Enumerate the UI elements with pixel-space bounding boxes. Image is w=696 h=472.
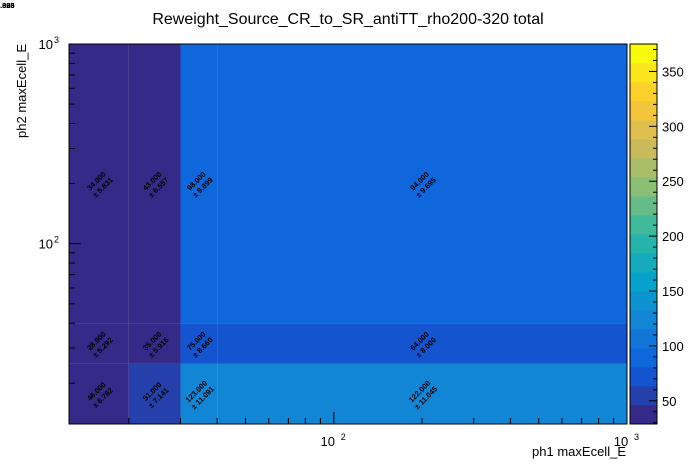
heatmap-cell (217, 363, 627, 424)
heatmap-cell (217, 44, 627, 324)
y-tick-label: 10 (39, 237, 53, 252)
y-axis-title: ph2 maxEcell_E (14, 44, 29, 138)
colorbar-level (630, 348, 657, 368)
cell-label: 375.000± 19.365 (0, 0, 15, 10)
colorbar-level (630, 63, 657, 83)
cell-error-label: ± 15.620 (0, 1, 15, 10)
heatmap-cell (128, 44, 181, 324)
colorbar-level (630, 196, 657, 216)
colorbar-level (630, 272, 657, 292)
cell-error-label: ± 19.365 (0, 1, 15, 10)
x-tick-exponent: 3 (634, 432, 639, 442)
colorbar-level (630, 253, 657, 273)
x-tick-label: 10 (321, 434, 335, 449)
heatmap-cell (180, 44, 218, 324)
heatmap-cell (69, 44, 129, 324)
colorbar-tick-label: 200 (662, 229, 684, 244)
colorbar-level (630, 291, 657, 311)
cell-label: 28.900± 5.292 (85, 330, 115, 360)
colorbar-tick-label: 300 (662, 119, 684, 134)
colorbar-tick-label: 350 (662, 64, 684, 79)
x-axis-title: ph1 maxEcell_E (532, 444, 626, 459)
colorbar-tick-label: 150 (662, 284, 684, 299)
colorbar-level (630, 177, 657, 197)
colorbar-level (630, 386, 657, 406)
colorbar-level (630, 310, 657, 330)
heatmap-cell (128, 363, 181, 424)
heatmap-cell (180, 323, 218, 364)
colorbar-level (630, 367, 657, 387)
colorbar-level (630, 139, 657, 159)
colorbar-level (630, 405, 657, 425)
colorbar-level (630, 158, 657, 178)
cell-value-label: 226.000 (0, 0, 14, 1)
colorbar-level (630, 44, 657, 64)
cell-label: 226.000± 15.033 (0, 0, 15, 10)
heatmap-cells: 46.000± 6.782 51.000± 7.141 123.000± 11.09… (0, 0, 627, 424)
colorbar-level (630, 101, 657, 121)
colorbar (630, 44, 657, 425)
y-tick-exponent: 2 (54, 235, 59, 245)
chart-title: Reweight_Source_CR_to_SR_antiTT_rho200-3… (152, 11, 543, 28)
cell-error-label: ± 15.033 (0, 1, 15, 10)
colorbar-level (630, 329, 657, 349)
cell-value-label: 244.000 (0, 0, 14, 1)
cell-label: 244.000± 15.620 (0, 0, 15, 10)
heatmap-cell (69, 323, 129, 364)
y-tick-exponent: 3 (54, 35, 59, 45)
cell-value-label: 375.000 (0, 0, 14, 1)
colorbar-level (630, 82, 657, 102)
colorbar-tick-label: 100 (662, 339, 684, 354)
colorbar-level (630, 120, 657, 140)
heatmap-cell (180, 363, 218, 424)
y-tick-label: 10 (39, 37, 53, 52)
colorbar-frame (629, 43, 658, 425)
plot-frame (68, 43, 628, 425)
heatmap-cell (217, 323, 627, 364)
colorbar-level (630, 215, 657, 235)
colorbar-tick-label: 50 (662, 394, 676, 409)
x-tick-label: 10 (614, 434, 628, 449)
colorbar-tick-label: 250 (662, 174, 684, 189)
heatmap-cell (69, 363, 129, 424)
x-axis: 10 2 10 3 (128, 412, 639, 449)
colorbar-level (630, 234, 657, 254)
x-tick-exponent: 2 (341, 432, 346, 442)
heatmap-cell (128, 323, 181, 364)
colorbar-axis: 50 100 150 200 250 300 350 (649, 48, 684, 424)
